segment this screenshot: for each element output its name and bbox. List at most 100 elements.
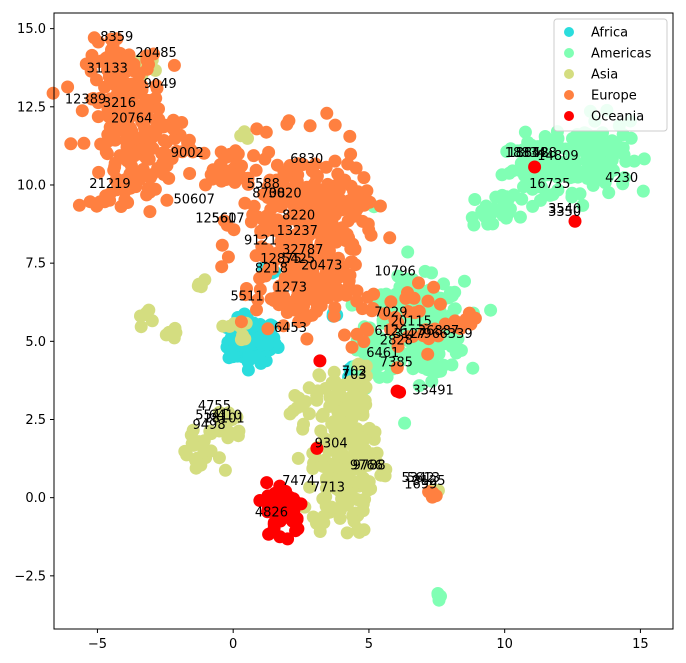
- data-point: [406, 330, 420, 343]
- data-point: [191, 279, 205, 293]
- point-annotation: 12560: [195, 212, 236, 227]
- data-point: [348, 402, 362, 416]
- data-point: [242, 348, 256, 362]
- data-point: [357, 523, 371, 537]
- point-annotation: 20485: [135, 46, 176, 61]
- series-oceania: [253, 160, 582, 546]
- data-point: [355, 431, 369, 445]
- point-annotation: 4796: [407, 327, 440, 342]
- data-point: [61, 80, 75, 94]
- data-point: [310, 171, 324, 185]
- data-point: [108, 51, 122, 65]
- data-point: [283, 159, 297, 172]
- point-annotation: 6453: [274, 321, 307, 336]
- data-point: [398, 416, 412, 430]
- data-point: [361, 217, 375, 231]
- data-point: [422, 485, 436, 499]
- data-point: [333, 511, 347, 525]
- data-point: [261, 322, 275, 336]
- legend-marker: [564, 48, 574, 58]
- data-point: [234, 315, 248, 329]
- data-point: [268, 199, 282, 213]
- point-annotation: 9002: [171, 146, 204, 161]
- point-annotation: 3540: [548, 202, 581, 217]
- data-point: [378, 469, 392, 483]
- data-point: [328, 301, 342, 315]
- data-point: [326, 262, 340, 276]
- data-point: [272, 280, 286, 294]
- data-point: [616, 141, 630, 155]
- data-point: [465, 211, 479, 225]
- data-point: [518, 125, 532, 139]
- data-point: [370, 357, 384, 371]
- data-point: [346, 387, 360, 401]
- data-point: [319, 160, 333, 174]
- y-tick-label: 15.0: [17, 22, 46, 37]
- point-annotation: 8708: [252, 187, 285, 202]
- data-point: [448, 302, 462, 316]
- data-point: [98, 80, 112, 94]
- data-point: [86, 92, 100, 105]
- data-point: [269, 291, 283, 305]
- data-point: [303, 119, 317, 133]
- data-point: [322, 444, 336, 458]
- data-point: [108, 156, 122, 170]
- data-point: [145, 314, 159, 328]
- data-point: [135, 115, 149, 129]
- data-point: [290, 227, 304, 241]
- data-point: [401, 245, 415, 259]
- data-point: [111, 99, 125, 113]
- data-point: [359, 322, 373, 336]
- point-annotation: 9304: [315, 437, 348, 452]
- data-point: [407, 291, 421, 305]
- data-point: [344, 147, 358, 161]
- data-point: [581, 143, 595, 157]
- data-point: [373, 199, 387, 213]
- data-point: [150, 120, 163, 134]
- data-point: [573, 187, 587, 201]
- data-point: [218, 416, 232, 430]
- data-point: [218, 463, 232, 477]
- data-point: [268, 253, 282, 267]
- data-point: [427, 364, 441, 378]
- data-point: [316, 407, 330, 421]
- data-point: [317, 288, 331, 302]
- data-point: [175, 145, 189, 159]
- data-point: [338, 491, 352, 505]
- data-point: [273, 225, 286, 239]
- point-annotation: 6126: [374, 324, 407, 339]
- data-point: [333, 175, 347, 189]
- data-point: [590, 165, 604, 179]
- data-point: [343, 129, 357, 143]
- data-point: [306, 510, 320, 524]
- data-point: [316, 460, 330, 473]
- data-point: [231, 429, 245, 443]
- y-tick-label: 2.5: [25, 413, 46, 428]
- data-point: [77, 136, 91, 150]
- data-point: [458, 274, 471, 288]
- data-point: [526, 199, 540, 213]
- data-point: [281, 532, 295, 546]
- data-point: [140, 95, 154, 109]
- point-annotation: 3020: [269, 187, 302, 202]
- data-point: [270, 158, 284, 172]
- data-point: [339, 288, 353, 302]
- data-point: [364, 482, 378, 496]
- data-point: [100, 95, 114, 109]
- data-point: [605, 134, 619, 148]
- data-point: [330, 474, 344, 488]
- data-point: [378, 307, 392, 321]
- x-tick-label: 10: [496, 637, 513, 652]
- data-point: [72, 198, 86, 212]
- series-asia: [121, 52, 445, 540]
- data-point: [197, 146, 211, 160]
- data-point: [277, 319, 290, 333]
- data-point: [250, 303, 263, 317]
- data-point: [241, 177, 255, 191]
- point-annotation: 18834: [505, 146, 546, 161]
- data-point: [352, 357, 366, 371]
- data-point: [288, 201, 302, 215]
- data-point: [152, 102, 165, 116]
- data-point: [388, 310, 402, 324]
